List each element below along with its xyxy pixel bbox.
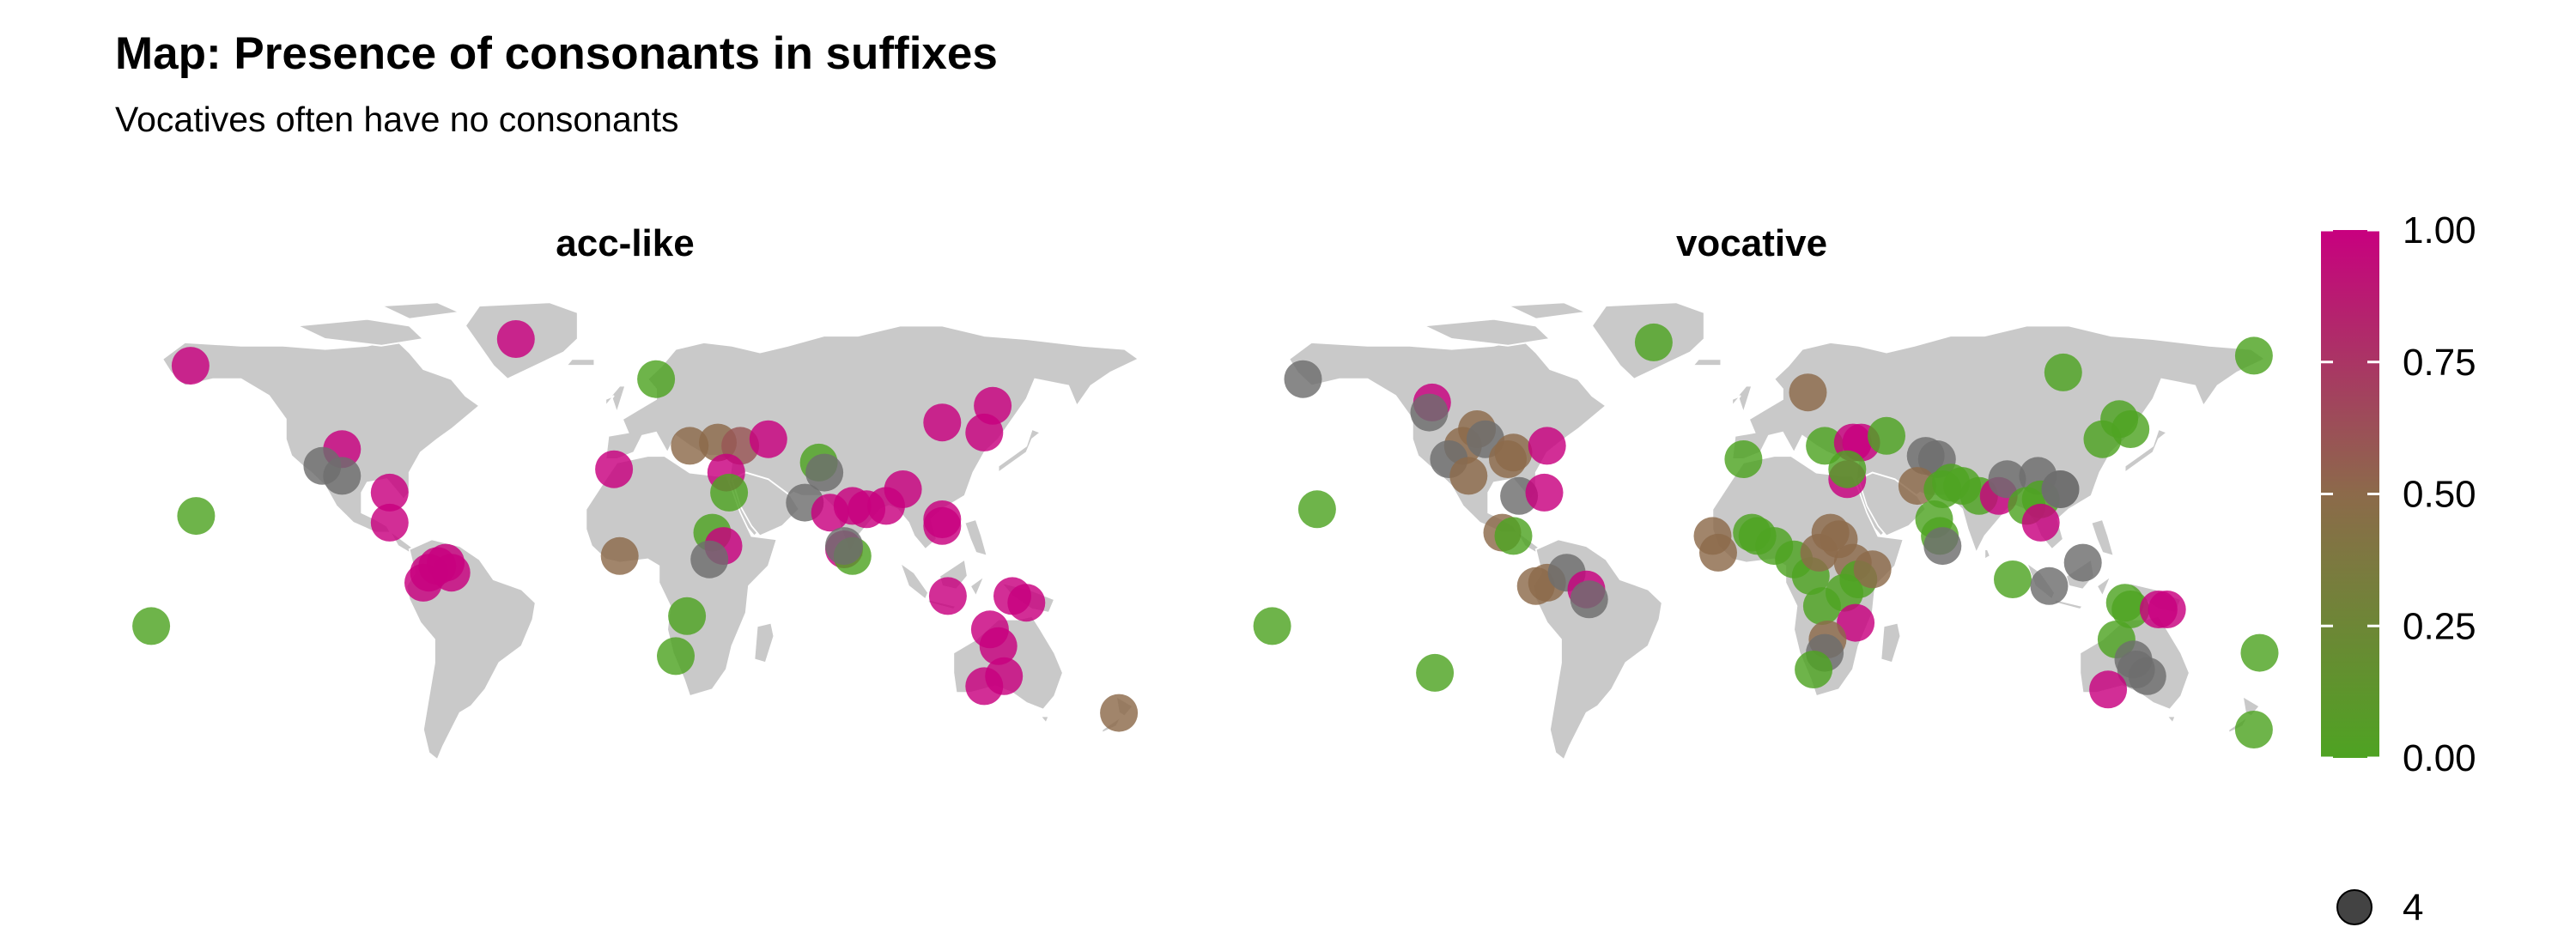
data-point [1789, 373, 1827, 412]
data-point [1826, 573, 1863, 612]
data-point [2041, 470, 2080, 508]
data-point [1494, 433, 1533, 472]
data-point [595, 450, 634, 488]
data-point [657, 637, 695, 676]
data-point [1416, 653, 1455, 692]
data-point [1570, 580, 1608, 619]
data-point [928, 577, 967, 615]
data-point [965, 667, 1004, 706]
data-point [2089, 670, 2128, 709]
data-point [1284, 360, 1322, 398]
data-point [2234, 711, 2273, 748]
data-point [600, 536, 639, 575]
size-legend-swatch [2336, 889, 2372, 925]
data-point [1410, 393, 1449, 432]
points-acc-like [132, 320, 1139, 732]
data-point [323, 457, 361, 495]
data-point [1837, 603, 1875, 642]
points-vocative [1253, 323, 2279, 748]
data-point [1100, 694, 1139, 732]
data-point [2234, 336, 2273, 375]
data-point [1994, 560, 2032, 598]
data-point [1007, 584, 1046, 622]
data-point [1868, 416, 1905, 455]
data-point [2083, 420, 2122, 458]
colorbar-tick-label: 0.75 [2403, 342, 2476, 384]
data-point [2044, 353, 2082, 391]
data-point [2128, 657, 2166, 695]
data-point [710, 473, 749, 512]
colorbar-tick-label: 1.00 [2403, 209, 2476, 251]
data-point [805, 453, 844, 492]
data-point [749, 420, 787, 458]
data-point [1724, 440, 1763, 478]
data-point [1806, 427, 1844, 465]
data-point [177, 497, 216, 536]
data-point [1253, 607, 1291, 645]
data-point [2030, 566, 2069, 605]
data-point [825, 527, 863, 566]
data-point [923, 403, 962, 442]
data-point [1795, 651, 1833, 688]
panel-title-vocative: vocative [1676, 222, 1827, 264]
data-point [1634, 323, 1673, 361]
data-point [1525, 473, 1564, 512]
size-legend-label: 4 [2403, 887, 2423, 927]
data-point [1923, 527, 1962, 566]
colorbar-tick-label: 0.50 [2403, 474, 2476, 516]
data-point [1297, 490, 1336, 529]
data-point [979, 627, 1018, 665]
data-point [668, 597, 707, 635]
data-point [1853, 550, 1892, 589]
chart-title: Map: Presence of consonants in suffixes [115, 28, 998, 79]
data-point [1828, 450, 1867, 488]
data-point [1528, 427, 1566, 465]
data-point [370, 503, 409, 542]
data-point [923, 506, 962, 545]
data-point [2111, 591, 2150, 628]
data-point [2240, 633, 2279, 672]
colorbar-ticks: 1.00 0.75 0.50 0.25 0.00 [2321, 209, 2476, 779]
panel-title-acc-like: acc-like [556, 222, 694, 264]
colorbar-tick-label: 0.25 [2403, 605, 2476, 647]
data-point [132, 607, 171, 645]
data-point [884, 470, 922, 508]
data-point [1988, 460, 2026, 499]
data-point [2148, 591, 2186, 628]
chart-subtitle: Vocatives often have no consonants [115, 100, 679, 139]
data-point [1693, 517, 1732, 555]
data-point [2063, 543, 2102, 582]
data-point [370, 473, 409, 512]
data-point [690, 540, 729, 579]
data-point [965, 413, 1004, 451]
data-point [496, 320, 535, 358]
data-point [671, 427, 709, 465]
data-point [171, 347, 210, 385]
data-point [2021, 503, 2060, 542]
data-point [637, 360, 676, 398]
data-point [432, 554, 471, 592]
data-point [1449, 457, 1488, 495]
data-point [1494, 517, 1533, 555]
colorbar-tick-label: 0.00 [2403, 737, 2476, 779]
